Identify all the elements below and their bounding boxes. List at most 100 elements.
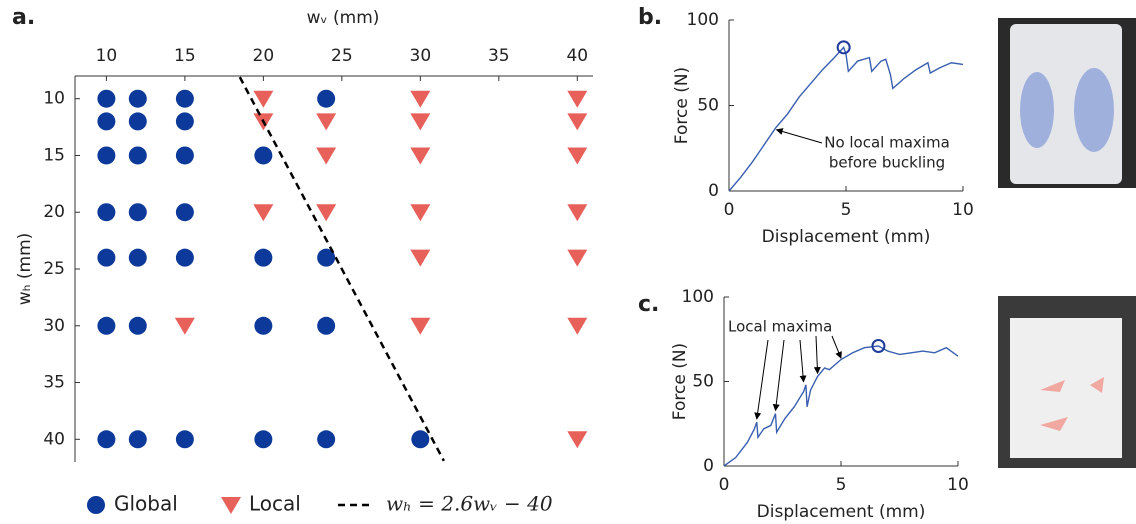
photo-b <box>998 18 1136 188</box>
legend-marker <box>221 497 241 514</box>
legend-label: Global <box>114 492 178 516</box>
buckling-point <box>871 339 886 354</box>
annotation: before buckling <box>829 154 945 172</box>
local-point <box>253 90 274 108</box>
local-point <box>410 90 431 108</box>
x-axis-title: Displacement (mm) <box>757 502 926 522</box>
global-point <box>175 430 194 449</box>
local-point <box>567 90 588 108</box>
global-point <box>128 146 147 165</box>
buckling-point <box>836 40 851 55</box>
global-point <box>175 203 194 222</box>
annotation-arrow <box>775 128 823 144</box>
x-tick-label: 0 <box>724 200 735 220</box>
global-point <box>317 89 336 108</box>
global-point <box>97 203 116 222</box>
local-point <box>174 317 195 335</box>
global-point <box>97 316 116 335</box>
global-point <box>97 112 116 131</box>
y-tick-label: 10 <box>43 89 65 109</box>
annotation-arrow <box>813 335 821 375</box>
local-point <box>253 204 274 222</box>
x-tick-label: 40 <box>566 46 588 66</box>
annotation-arrow <box>831 335 842 359</box>
x-tick-label: 30 <box>410 46 432 66</box>
x-tick-label: 35 <box>488 46 510 66</box>
global-point <box>254 316 273 335</box>
local-point <box>316 147 337 165</box>
fit-line <box>238 76 445 462</box>
panel-label: c. <box>638 292 659 317</box>
y-axis-title: Force (N) <box>670 343 690 420</box>
global-point <box>254 146 273 165</box>
local-point <box>410 113 431 131</box>
legend-label: Local <box>249 492 301 516</box>
y-tick-label: 40 <box>43 429 65 449</box>
local-point <box>567 204 588 222</box>
local-point <box>410 249 431 267</box>
force-curve <box>723 345 959 467</box>
y-tick-label: 50 <box>692 372 714 392</box>
x-tick-label: 20 <box>253 46 275 66</box>
y-tick-label: 20 <box>43 202 65 222</box>
x-axis-title: Displacement (mm) <box>762 227 931 247</box>
local-point <box>567 249 588 267</box>
x-tick-label: 5 <box>836 475 847 495</box>
local-point <box>316 204 337 222</box>
y-tick-label: 0 <box>703 456 714 476</box>
x-axis-title: wᵥ (mm) <box>307 8 380 28</box>
annotation-arrow <box>754 339 769 420</box>
x-tick-label: 15 <box>174 46 196 66</box>
global-point <box>175 248 194 267</box>
local-point <box>410 147 431 165</box>
global-point <box>128 316 147 335</box>
x-tick-label: 5 <box>841 200 852 220</box>
x-tick-label: 0 <box>719 475 730 495</box>
legend-label: wₕ = 2.6wᵥ − 40 <box>386 492 553 516</box>
x-tick-label: 25 <box>331 46 353 66</box>
y-tick-label: 50 <box>697 96 719 116</box>
y-tick-label: 25 <box>43 259 65 279</box>
panel-label: b. <box>638 5 662 30</box>
global-point <box>128 430 147 449</box>
local-point <box>410 317 431 335</box>
global-point <box>175 146 194 165</box>
y-axis-title: wₕ (mm) <box>15 233 35 306</box>
panel-label: a. <box>12 5 35 30</box>
y-tick-label: 35 <box>43 373 65 393</box>
y-tick-label: 30 <box>43 316 65 336</box>
global-point <box>97 89 116 108</box>
annotation: No local maxima <box>824 134 950 152</box>
y-tick-label: 15 <box>43 145 65 165</box>
global-point <box>128 112 147 131</box>
global-point <box>175 89 194 108</box>
global-point <box>175 112 194 131</box>
local-point <box>567 317 588 335</box>
y-tick-label: 100 <box>682 287 714 307</box>
y-axis-title: Force (N) <box>672 67 692 144</box>
local-point <box>410 204 431 222</box>
local-point <box>567 113 588 131</box>
x-tick-label: 10 <box>947 475 969 495</box>
annotation-arrow <box>772 339 785 412</box>
global-point <box>317 248 336 267</box>
force-curve <box>728 46 964 192</box>
local-point <box>316 113 337 131</box>
global-point <box>254 430 273 449</box>
photo-c <box>998 296 1136 468</box>
global-point <box>97 248 116 267</box>
global-point <box>128 248 147 267</box>
global-point <box>128 203 147 222</box>
x-tick-label: 10 <box>96 46 118 66</box>
x-tick-label: 10 <box>952 200 974 220</box>
legend-marker <box>87 496 105 514</box>
global-point <box>128 89 147 108</box>
global-point <box>97 430 116 449</box>
y-tick-label: 0 <box>708 181 719 201</box>
global-point <box>317 430 336 449</box>
y-tick-label: 100 <box>687 10 719 30</box>
local-point <box>567 147 588 165</box>
global-point <box>254 248 273 267</box>
